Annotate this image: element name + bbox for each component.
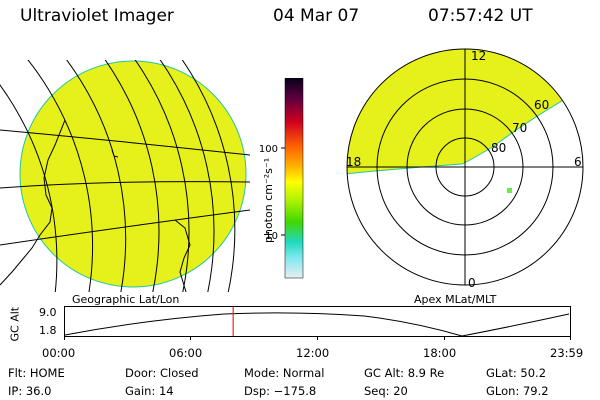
- mlat-60-label: 60: [534, 98, 549, 112]
- altitude-curve: [64, 312, 570, 337]
- polar-plot: 12 18 6 0 60 70 80: [346, 48, 584, 290]
- timeline-xtick-0000: 00:00: [42, 346, 76, 360]
- colorbar-tick-100: 100: [259, 144, 278, 155]
- timeline-ytick-low: 1.8: [39, 324, 57, 337]
- auroral-emission: [347, 49, 583, 174]
- mlat-70-label: 70: [512, 121, 527, 135]
- polar-grid: [346, 48, 584, 286]
- timeline-ytick-high: 9.0: [39, 306, 57, 319]
- seq-status: Seq: 20: [364, 384, 408, 398]
- graticule: [0, 60, 250, 292]
- ip-status: IP: 36.0: [8, 384, 52, 398]
- glon-status: GLon: 79.2: [486, 384, 549, 398]
- mlt-0-label: 0: [468, 276, 476, 290]
- emission-disk: [19, 60, 247, 288]
- colorbar-unit-label: photon cm⁻²s⁻¹: [262, 158, 275, 243]
- orbit-timeline: [64, 306, 571, 340]
- coastline: [0, 119, 66, 286]
- gain-status: Gain: 14: [125, 384, 174, 398]
- mode-status: Mode: Normal: [244, 366, 325, 380]
- instrument-title: Ultraviolet Imager: [20, 6, 174, 26]
- coastline-east: [174, 219, 191, 292]
- mlt-6-label: 6: [574, 155, 582, 169]
- geographic-image: [0, 60, 250, 292]
- glat-status: GLat: 50.2: [486, 366, 547, 380]
- bright-spot: [507, 188, 512, 193]
- timeline-axis-title: GC Alt: [8, 306, 22, 342]
- door-status: Door: Closed: [125, 366, 199, 380]
- observation-date: 04 Mar 07: [273, 6, 360, 26]
- geographic-label: Geographic Lat/Lon: [72, 293, 180, 306]
- dsp-status: Dsp: −175.8: [244, 384, 317, 398]
- timeline-xtick-2359: 23:59: [550, 346, 584, 360]
- color-bar: [284, 78, 304, 279]
- colorbar-tick-10: 10: [265, 231, 278, 242]
- timeline-xtick-1800: 18:00: [423, 346, 457, 360]
- timeline-xtick-0600: 06:00: [169, 346, 203, 360]
- timeline-xtick-1200: 12:00: [296, 346, 330, 360]
- observation-time: 07:57:42 UT: [428, 6, 533, 26]
- color-scale: 100 10 photon cm⁻²s⁻¹: [259, 78, 304, 279]
- gcalt-status: GC Alt: 8.9 Re: [364, 366, 445, 380]
- mlt-12-label: 12: [471, 49, 486, 63]
- mlat-80-label: 80: [491, 141, 506, 155]
- mlt-18-label: 18: [346, 155, 361, 169]
- apex-label: Apex MLat/MLT: [414, 293, 497, 306]
- flt-status: Flt: HOME: [8, 366, 65, 380]
